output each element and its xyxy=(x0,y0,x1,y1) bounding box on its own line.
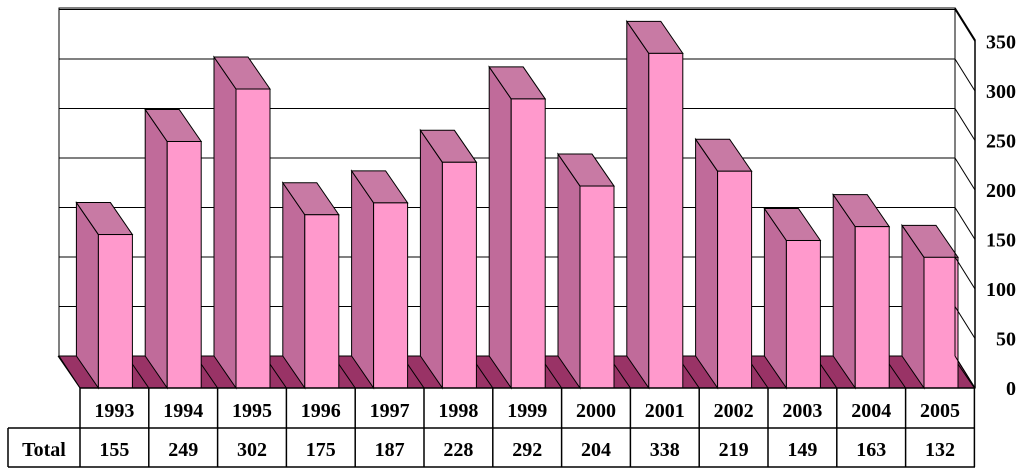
bar-side xyxy=(832,193,856,390)
category-label: 1993 xyxy=(94,400,134,422)
y-tick-label: 100 xyxy=(986,279,1016,301)
category-label: 1995 xyxy=(232,400,272,422)
axis-tick xyxy=(954,355,976,389)
data-value-label: 187 xyxy=(375,439,405,461)
bar-1997 xyxy=(350,169,409,390)
bar-1996 xyxy=(281,181,340,390)
bar-2000 xyxy=(557,152,615,390)
bar-front xyxy=(923,256,959,389)
bar-front xyxy=(854,226,890,389)
y-tick-label: 50 xyxy=(996,329,1016,351)
bar-front xyxy=(235,88,271,389)
y-tick-label: 200 xyxy=(986,180,1016,202)
bar-front xyxy=(648,52,684,389)
data-value-label: 175 xyxy=(306,439,336,461)
axis-tick xyxy=(954,9,976,42)
bar-side xyxy=(488,65,512,390)
category-label: 1997 xyxy=(370,400,410,422)
bar-side xyxy=(557,152,581,390)
category-label: 2004 xyxy=(851,400,891,422)
bar-1993 xyxy=(75,200,134,390)
bar-front xyxy=(717,170,753,389)
bar-1998 xyxy=(419,128,478,390)
bar-side xyxy=(351,169,375,390)
bar-2003 xyxy=(763,206,822,390)
bar-front xyxy=(441,161,477,389)
data-value-label: 204 xyxy=(581,439,611,461)
y-tick-label: 300 xyxy=(986,81,1016,103)
bar-front xyxy=(579,185,615,389)
bar-side xyxy=(626,19,650,390)
table-row-label: Total xyxy=(22,439,66,461)
category-label: 2003 xyxy=(782,400,822,422)
axis-tick xyxy=(954,306,976,339)
axis-tick xyxy=(954,108,976,141)
category-label: 1994 xyxy=(163,400,203,422)
y-tick-label: 250 xyxy=(986,131,1016,153)
bar-side xyxy=(695,137,719,390)
data-value-label: 163 xyxy=(856,439,886,461)
bar-1999 xyxy=(488,65,547,390)
axis-tick xyxy=(954,207,976,240)
data-value-label: 302 xyxy=(237,439,267,461)
axis-tick xyxy=(954,256,976,290)
category-label: 2001 xyxy=(645,400,685,422)
bar-front xyxy=(373,202,409,389)
y-tick-label: 150 xyxy=(986,230,1016,252)
data-value-label: 155 xyxy=(99,439,129,461)
axis-tick xyxy=(954,58,976,92)
category-label: 1996 xyxy=(301,400,341,422)
category-label: 1998 xyxy=(438,400,478,422)
bar-side xyxy=(144,107,168,390)
category-label: 2005 xyxy=(920,400,960,422)
data-value-label: 132 xyxy=(925,439,955,461)
data-value-label: 228 xyxy=(443,439,473,461)
bar-1994 xyxy=(144,107,203,390)
data-table: Total 1993 155 1994 249 1995 302 1996 175 1997 187… xyxy=(7,387,976,468)
bar-side xyxy=(419,128,443,390)
category-label: 1999 xyxy=(507,400,547,422)
floor-divider xyxy=(57,355,81,389)
bar-front xyxy=(785,239,821,389)
data-value-label: 149 xyxy=(787,439,817,461)
bar-front xyxy=(97,234,133,389)
y-tick-label: 350 xyxy=(986,32,1016,54)
bar-1995 xyxy=(213,55,271,390)
bar-2002 xyxy=(694,137,753,390)
bar-side xyxy=(213,55,237,390)
category-label: 2002 xyxy=(714,400,754,422)
bar-front xyxy=(166,140,202,389)
value-axis: 0 50 100 150 200 250 300 350 xyxy=(954,7,1016,400)
data-value-label: 219 xyxy=(719,439,749,461)
data-value-label: 249 xyxy=(168,439,198,461)
bar-front xyxy=(304,214,340,389)
bar-2001 xyxy=(625,19,684,390)
bar-2005 xyxy=(901,223,959,390)
axis-line xyxy=(954,7,976,388)
bars xyxy=(75,19,959,390)
y-tick-label: 0 xyxy=(1006,378,1016,400)
bar-2004 xyxy=(832,193,891,390)
bar-front xyxy=(510,98,546,389)
bar-side xyxy=(282,181,306,390)
axis-tick xyxy=(954,157,976,191)
data-value-label: 338 xyxy=(650,439,680,461)
category-label: 2000 xyxy=(576,400,616,422)
data-value-label: 292 xyxy=(512,439,542,461)
